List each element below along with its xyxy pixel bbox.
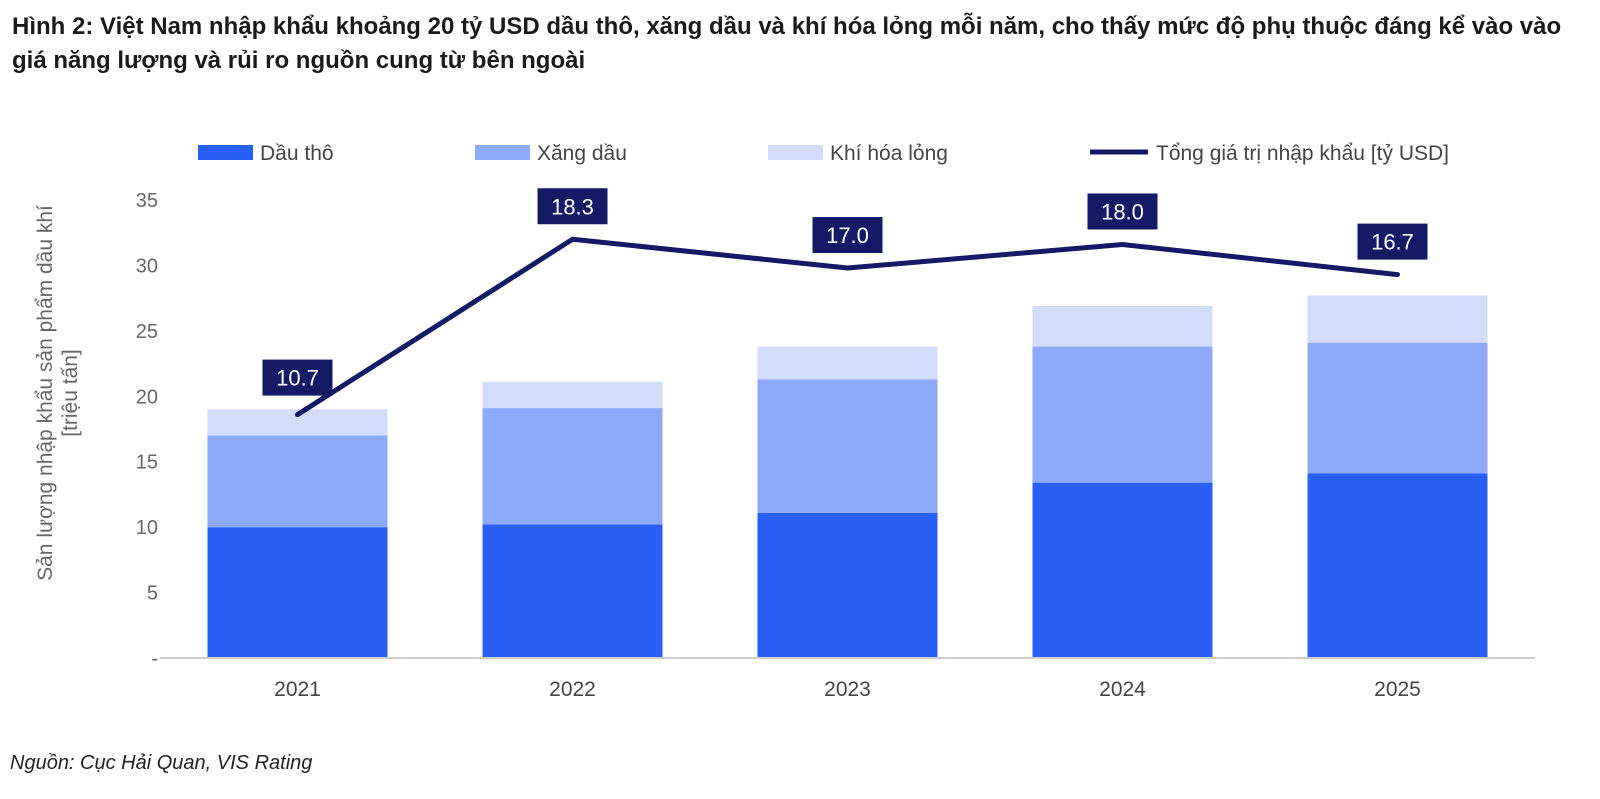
bar-lng-2023 xyxy=(757,346,938,380)
y-axis-title-line: Sản lượng nhập khẩu sản phẩm dầu khí xyxy=(34,205,57,581)
bar-lng-2022 xyxy=(482,381,663,409)
y-axis-title: Sản lượng nhập khẩu sản phẩm dầu khí[tri… xyxy=(34,205,82,581)
x-tick-label: 2022 xyxy=(549,678,596,701)
legend-swatch-2 xyxy=(768,145,823,160)
bar-crude-2024 xyxy=(1032,482,1213,658)
bar-gasoline-2025 xyxy=(1307,342,1488,474)
bar-crude-2022 xyxy=(482,524,663,658)
data-label-2021: 10.7 xyxy=(276,366,319,391)
y-tick-label: 5 xyxy=(147,583,158,605)
y-axis: - 5 10 15 20 25 30 35 Sản lượng nhập khẩu sản ph… xyxy=(34,190,158,670)
legend-label-2: Khí hóa lỏng xyxy=(830,142,948,165)
data-label-2024: 18.0 xyxy=(1101,199,1144,224)
y-tick-label: 10 xyxy=(136,517,158,539)
stacked-bar-line-chart: Dầu thô Xăng dầu Khí hóa lỏng Tổng giá trị … xyxy=(34,142,1535,701)
y-axis-title-line: [triệu tấn] xyxy=(59,349,82,437)
legend-label-3: Tổng giá trị nhập khẩu [tỷ USD] xyxy=(1156,142,1449,165)
bar-crude-2025 xyxy=(1307,473,1488,658)
bar-crude-2023 xyxy=(757,512,938,658)
data-label-2023: 17.0 xyxy=(826,223,869,248)
bar-gasoline-2022 xyxy=(482,408,663,525)
legend-swatch-1 xyxy=(475,145,530,160)
y-tick-label: 15 xyxy=(136,452,158,474)
bar-series xyxy=(207,295,1488,658)
y-tick-label: 25 xyxy=(136,321,158,343)
bar-crude-2021 xyxy=(207,527,388,658)
bar-gasoline-2024 xyxy=(1032,346,1213,483)
data-label-box-2022 xyxy=(537,188,608,225)
x-tick-label: 2024 xyxy=(1099,678,1146,701)
y-tick-label: 20 xyxy=(136,386,158,408)
source-note: Nguồn: Cục Hải Quan, VIS Rating xyxy=(10,752,313,774)
bar-lng-2025 xyxy=(1307,295,1488,343)
x-axis: 2021 2022 2023 2024 2025 xyxy=(160,657,1535,701)
legend-label-0: Dầu thô xyxy=(260,142,334,165)
figure-title: Hình 2: Việt Nam nhập khẩu khoảng 20 tỷ … xyxy=(12,13,1562,74)
bar-gasoline-2021 xyxy=(207,435,388,528)
bar-gasoline-2023 xyxy=(757,379,938,513)
data-label-box-2025 xyxy=(1357,223,1428,260)
data-label-box-2023 xyxy=(812,217,883,254)
bar-lng-2024 xyxy=(1032,305,1213,347)
y-tick-label: - xyxy=(151,648,158,670)
legend-swatch-0 xyxy=(198,145,253,160)
x-tick-label: 2025 xyxy=(1374,678,1421,701)
data-label-box-2024 xyxy=(1087,193,1158,230)
legend: Dầu thô Xăng dầu Khí hóa lỏng Tổng giá trị … xyxy=(198,142,1449,165)
data-label-box-2021 xyxy=(262,359,333,396)
y-tick-label: 35 xyxy=(136,190,158,212)
legend-label-1: Xăng dầu xyxy=(537,142,627,165)
x-tick-label: 2021 xyxy=(274,678,321,701)
line-total-import-value xyxy=(295,236,1400,418)
y-tick-label: 30 xyxy=(136,255,158,277)
x-tick-label: 2023 xyxy=(824,678,871,701)
data-label-2025: 16.7 xyxy=(1371,230,1414,255)
data-label-2022: 18.3 xyxy=(551,194,594,219)
import-value-line: 10.7 18.3 17.0 18.0 16.7 xyxy=(262,188,1428,418)
